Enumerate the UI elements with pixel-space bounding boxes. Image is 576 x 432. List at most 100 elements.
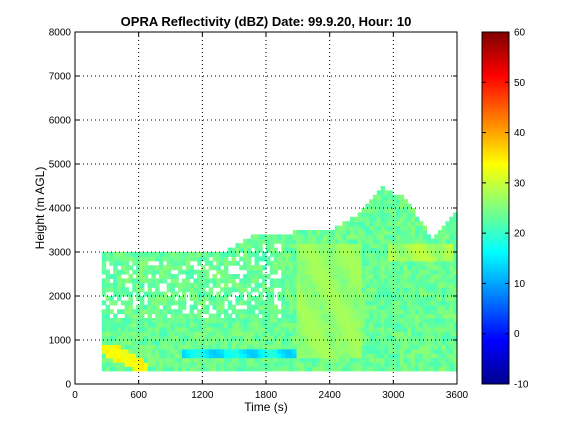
heatmap-cell: [174, 326, 179, 332]
heatmap-cell: [365, 340, 370, 345]
heatmap-cell: [197, 353, 202, 359]
heatmap-cell: [285, 252, 290, 257]
heatmap-cell: [372, 313, 378, 319]
heatmap-cell: [407, 252, 412, 257]
heatmap-cell: [384, 247, 389, 253]
heatmap-cell: [338, 230, 343, 235]
heatmap-cell: [319, 322, 324, 328]
heatmap-cell: [338, 265, 343, 271]
heatmap-cell: [109, 340, 114, 345]
heatmap-cell: [101, 353, 107, 359]
heatmap-cell: [292, 296, 298, 301]
heatmap-cell: [227, 313, 233, 319]
heatmap-cell: [434, 282, 439, 288]
heatmap-cell: [243, 300, 248, 306]
heatmap-cell: [330, 269, 336, 275]
heatmap-cell: [453, 318, 458, 323]
heatmap-cell: [117, 326, 122, 332]
heatmap-cell: [437, 269, 443, 275]
heatmap-cell: [365, 322, 370, 328]
heatmap-cell: [384, 234, 389, 240]
heatmap-cell: [178, 282, 183, 288]
heatmap-cell: [166, 322, 172, 328]
colorbar-tick-label: -10: [514, 380, 529, 391]
heatmap-cell: [441, 238, 447, 244]
heatmap-cell: [292, 340, 298, 345]
heatmap-cell: [319, 353, 324, 359]
heatmap-cell: [197, 340, 202, 345]
heatmap-cell: [159, 344, 164, 350]
heatmap-cell: [319, 326, 324, 332]
heatmap-cell: [422, 291, 428, 297]
heatmap-cell: [220, 362, 225, 367]
heatmap-cell: [308, 291, 313, 297]
heatmap-cell: [315, 353, 321, 359]
heatmap-cell: [220, 322, 225, 328]
heatmap-cell: [292, 357, 298, 363]
heatmap-cell: [376, 357, 382, 363]
heatmap-cell: [437, 230, 443, 235]
heatmap-cell: [346, 335, 351, 341]
heatmap-cell: [254, 252, 259, 257]
heatmap-cell: [384, 296, 389, 301]
heatmap-cell: [269, 335, 275, 341]
heatmap-cell: [330, 313, 336, 319]
heatmap-cell: [285, 260, 290, 266]
heatmap-cell: [269, 287, 275, 293]
heatmap-cell: [266, 243, 271, 249]
heatmap-cell: [120, 318, 126, 323]
heatmap-cell: [407, 300, 412, 306]
heatmap-cell: [273, 256, 279, 262]
heatmap-cell: [288, 252, 294, 257]
heatmap-cell: [262, 278, 267, 284]
heatmap-cell: [449, 265, 454, 271]
heatmap-cell: [308, 252, 313, 257]
heatmap-cell: [384, 362, 389, 367]
heatmap-cell: [403, 287, 408, 293]
heatmap-cell: [223, 366, 229, 372]
heatmap-cell: [189, 344, 195, 350]
heatmap-cell: [369, 282, 374, 288]
heatmap-cell: [380, 221, 386, 227]
heatmap-cell: [197, 326, 202, 332]
heatmap-cell: [411, 322, 416, 328]
heatmap-cell: [304, 291, 309, 297]
heatmap-cell: [315, 318, 321, 323]
heatmap-cell: [246, 274, 252, 279]
heatmap-cell: [441, 353, 447, 359]
heatmap-cell: [445, 335, 450, 341]
heatmap-cell: [319, 340, 324, 345]
heatmap-cell: [388, 304, 393, 310]
heatmap-cell: [403, 269, 408, 275]
heatmap-cell: [216, 304, 221, 310]
heatmap-cell: [246, 296, 252, 301]
heatmap-cell: [395, 256, 401, 262]
heatmap-cell: [395, 238, 401, 244]
heatmap-cell: [399, 322, 405, 328]
heatmap-cell: [197, 357, 202, 363]
heatmap-cell: [243, 260, 248, 266]
heatmap-cell: [372, 287, 378, 293]
heatmap-cell: [281, 256, 286, 262]
heatmap-cell: [350, 238, 355, 244]
heatmap-cell: [300, 260, 305, 266]
heatmap-cell: [258, 309, 263, 315]
heatmap-cell: [159, 335, 164, 341]
heatmap-cell: [327, 265, 332, 271]
heatmap-cell: [384, 203, 389, 209]
heatmap-cell: [380, 186, 386, 191]
heatmap-cell: [277, 322, 282, 328]
heatmap-cell: [185, 322, 191, 328]
heatmap-cell: [212, 340, 217, 345]
heatmap-cell: [350, 300, 355, 306]
heatmap-cell: [418, 256, 424, 262]
heatmap-cell: [105, 252, 110, 257]
heatmap-cell: [300, 348, 305, 354]
heatmap-cell: [437, 243, 443, 249]
heatmap-cell: [437, 300, 443, 306]
heatmap-cell: [292, 256, 298, 262]
heatmap-cell: [170, 291, 175, 297]
heatmap-cell: [170, 331, 175, 337]
heatmap-cell: [392, 199, 397, 205]
heatmap-cell: [281, 357, 286, 363]
